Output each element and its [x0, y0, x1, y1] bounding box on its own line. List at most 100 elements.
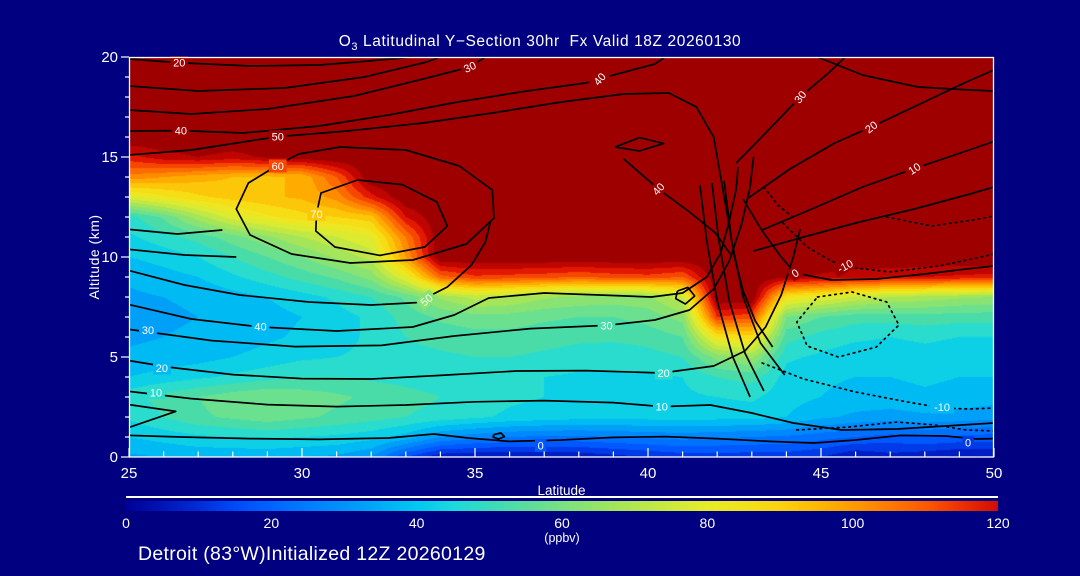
x-tick-label: 45 [813, 465, 830, 482]
contour-label-mask [458, 57, 481, 77]
contour-line [128, 228, 802, 380]
contour-label-group: -10 [831, 254, 859, 278]
contour-line [492, 432, 506, 440]
contour-label-group: 0 [535, 438, 547, 452]
contour-line-dotted [885, 215, 995, 227]
contour-label: 20 [863, 119, 880, 136]
contour-line [128, 220, 492, 306]
contour-label-mask [903, 158, 926, 179]
contour-line [235, 146, 495, 264]
contour-label-mask [786, 264, 804, 282]
title-species-subscript: 3 [351, 41, 359, 54]
y-axis-label: Altitude (km) [86, 214, 102, 299]
colorbar-tick-label: 100 [840, 515, 865, 531]
contour-label-mask [268, 130, 287, 144]
contour-label-group: 0 [962, 436, 974, 450]
contour-label-mask [307, 207, 326, 221]
x-tick-label: 40 [640, 465, 657, 482]
title-text: Latitudinal Y−Section 30hr Fx Valid 18Z … [358, 33, 742, 50]
contour-line-dotted [782, 222, 995, 273]
y-tick-label: 0 [110, 449, 118, 466]
colorbar-top-line [126, 496, 998, 498]
contour-label-mask [535, 438, 547, 452]
contour-label: 40 [175, 126, 187, 138]
plot-frame [128, 56, 995, 458]
contour-label-group: -10 [930, 400, 955, 414]
contour-line [128, 248, 237, 258]
contour-label: 0 [965, 438, 971, 450]
contour-line [674, 286, 696, 305]
contour-label-mask [860, 116, 883, 138]
contour-label: 20 [657, 368, 669, 380]
contour-label-group: 40 [647, 178, 670, 200]
contour-label-mask [172, 124, 190, 138]
contour-label-mask [588, 68, 611, 90]
contour-line [128, 390, 995, 431]
station-caption: Detroit (83°W)Initialized 12Z 20260129 [138, 543, 486, 565]
contour-line-dotted [761, 362, 995, 410]
contour-line [711, 182, 765, 392]
contour-label-mask [831, 254, 859, 278]
contour-line-dotted [795, 421, 995, 432]
contour-label-mask [139, 323, 157, 337]
contour-line [128, 56, 413, 67]
contour-label-group: 30 [789, 85, 811, 109]
contour-label-group: 20 [170, 56, 189, 70]
y-tick-label: 5 [110, 349, 118, 366]
contour-line-dotted [795, 291, 900, 358]
contour-label: 30 [462, 60, 478, 76]
contour-label-mask [647, 178, 670, 200]
contour-line [614, 136, 665, 152]
contour-label: 30 [142, 325, 154, 337]
contour-label-mask [962, 436, 974, 450]
contour-label-group: 10 [147, 386, 165, 400]
colorbar-tick-label: 0 [122, 515, 130, 531]
contour-label: 10 [150, 388, 162, 400]
contour-label-mask [268, 159, 287, 173]
contour-label: 70 [310, 209, 322, 221]
title-species: O [338, 33, 352, 50]
contour-line [761, 140, 995, 231]
contour-label-mask [789, 85, 811, 109]
x-tick-label: 25 [121, 465, 138, 482]
contour-line [128, 56, 441, 92]
contour-label: 30 [792, 89, 809, 106]
contour-label-group: 40 [172, 124, 190, 138]
x-tick-label: 50 [986, 465, 1003, 482]
contour-label-mask [652, 400, 671, 414]
contour-label: 50 [272, 132, 284, 144]
contour-label-group: 30 [139, 323, 157, 337]
contour-line [817, 56, 995, 92]
colorbar-tick-label: 20 [263, 515, 280, 531]
colorbar-units: (ppbv) [544, 531, 580, 545]
colorbar-tick-label: 60 [554, 515, 570, 531]
contour-label-group: 60 [268, 159, 287, 173]
contour-label-mask [251, 320, 270, 334]
contour-line [128, 166, 739, 332]
contour-line [128, 403, 177, 429]
y-tick-label: 15 [101, 149, 118, 166]
contour-label: 0 [538, 440, 544, 452]
contour-line [723, 180, 786, 376]
contour-label: -10 [934, 402, 950, 414]
contour-label-group: 10 [903, 158, 926, 179]
contour-line [128, 433, 995, 444]
colorbar-tick-label: 80 [699, 515, 716, 531]
contour-line [753, 186, 995, 252]
contour-label-mask [170, 56, 189, 70]
contour-label: 60 [272, 161, 284, 173]
contour-label-group: 20 [153, 361, 171, 375]
contour-line [128, 92, 774, 348]
x-tick-label: 30 [294, 465, 311, 482]
contour-label: 0 [790, 267, 802, 280]
contour-label-group: 20 [654, 366, 673, 380]
contour-label: 10 [906, 161, 923, 178]
chart-title: O3 Latitudinal Y−Section 30hr Fx Valid 1… [0, 33, 1080, 53]
contour-line [314, 179, 449, 257]
contour-label: 20 [156, 363, 168, 375]
y-tick-label: 10 [101, 249, 118, 266]
x-axis-label: Latitude [537, 483, 585, 498]
contour-label-group: 40 [251, 320, 270, 334]
